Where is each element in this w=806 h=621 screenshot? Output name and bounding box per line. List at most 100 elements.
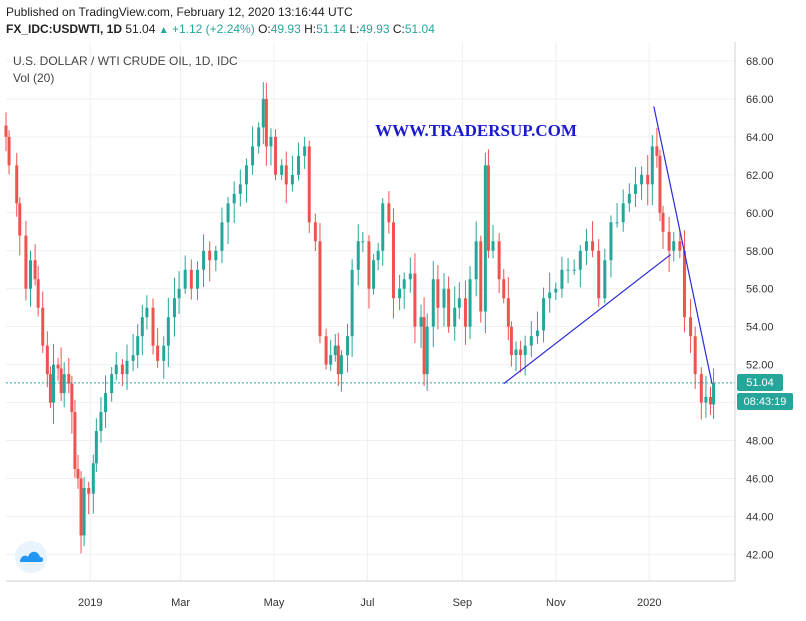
candle [59, 347, 63, 402]
candle-body [542, 298, 546, 331]
candle [333, 334, 337, 362]
candle-body [18, 203, 22, 236]
candle [91, 454, 95, 514]
price-axis[interactable]: 42.0044.0046.0048.0050.0052.0054.0056.00… [746, 56, 774, 561]
watermark-text: WWW.TRADERSUP.COM [375, 121, 577, 140]
candle [367, 235, 371, 309]
candle-body [303, 146, 307, 156]
candle-body [290, 174, 294, 185]
candle [704, 375, 708, 418]
tradingview-cloud-icon[interactable] [15, 541, 47, 573]
candle [672, 231, 676, 262]
candle [436, 265, 440, 330]
candle [18, 197, 22, 256]
candle-body [136, 336, 140, 356]
candle [535, 311, 539, 344]
candle-body [67, 374, 71, 384]
candle [189, 259, 193, 300]
candle [261, 82, 265, 145]
candle-body [162, 345, 166, 361]
candle-body [491, 241, 495, 251]
x-tick-label: Mar [171, 597, 190, 609]
candle-body [257, 127, 261, 147]
candle-body [356, 241, 360, 270]
candle-body [712, 382, 716, 405]
candle [120, 359, 124, 386]
candle [699, 367, 703, 420]
candle [104, 375, 108, 428]
trendline[interactable] [653, 106, 713, 384]
x-tick-label: May [264, 597, 285, 609]
trendline[interactable] [503, 254, 672, 385]
candle-body [208, 250, 212, 261]
open-value: 49.93 [270, 22, 301, 36]
candle [442, 273, 446, 327]
candle-body [514, 349, 518, 356]
candle-body [156, 345, 160, 361]
candle [640, 166, 644, 200]
last-value: 51.04 [125, 22, 156, 36]
time-axis[interactable]: 2019 Mar May Jul Sep Nov 2020 [78, 597, 661, 609]
candle-body [104, 393, 108, 413]
candle [244, 158, 248, 203]
candle [453, 286, 457, 341]
candle-body [655, 146, 659, 156]
y-tick-label: 60.00 [746, 208, 774, 220]
candle [447, 276, 451, 333]
candle-body [419, 317, 423, 327]
candle [151, 298, 155, 355]
candle-body [519, 349, 523, 356]
candle [693, 326, 697, 389]
candle-body [402, 279, 406, 289]
candle [646, 154, 650, 206]
candle [51, 343, 55, 424]
candle-body [329, 355, 333, 365]
candle [15, 153, 19, 217]
candle-body [468, 279, 472, 327]
candle [274, 129, 278, 181]
candle [307, 140, 311, 234]
volume-indicator-label[interactable]: Vol (20) [13, 71, 54, 85]
candle-body [447, 288, 451, 327]
y-tick-label: 44.00 [746, 511, 774, 523]
candle-body [603, 260, 607, 299]
close-label: C: [392, 22, 405, 36]
candle [578, 244, 582, 288]
low-label: L: [349, 22, 360, 36]
x-tick-label: Nov [546, 597, 566, 609]
trendlines[interactable] [503, 106, 713, 385]
candle [29, 250, 33, 307]
candle-body [36, 279, 40, 308]
candle-body [297, 155, 301, 175]
candle [361, 231, 365, 253]
candle-body [125, 360, 129, 375]
candle-body [572, 269, 576, 271]
candle-body [29, 260, 33, 289]
candle-body [202, 250, 206, 270]
candle-body [7, 136, 11, 166]
candle-body [554, 288, 558, 293]
candle-body [82, 488, 86, 536]
symbol-name[interactable]: FX_IDC:USDWTI, 1D [6, 22, 123, 36]
candle-body [708, 396, 712, 405]
y-tick-label: 62.00 [746, 170, 774, 182]
candle [280, 159, 284, 180]
candle-body [251, 146, 255, 166]
candle-body [41, 307, 45, 346]
candle-body [376, 250, 380, 261]
candle [523, 335, 527, 376]
candle-body [4, 125, 8, 137]
candle-body [506, 298, 510, 327]
y-tick-label: 56.00 [746, 284, 774, 296]
candle [94, 418, 98, 473]
candle-body [398, 288, 402, 299]
candle-body [145, 307, 149, 318]
candle-body [633, 184, 637, 194]
candle [387, 191, 391, 234]
candle-body [457, 298, 461, 308]
candle [376, 242, 380, 271]
candle-body [189, 269, 193, 289]
candle [226, 197, 230, 244]
